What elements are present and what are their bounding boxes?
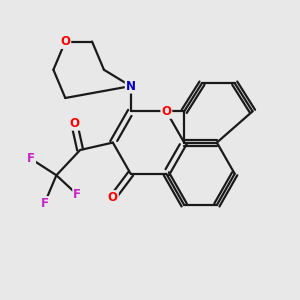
Text: O: O — [69, 117, 79, 130]
Text: O: O — [161, 105, 171, 118]
Text: O: O — [60, 35, 70, 48]
Text: N: N — [126, 80, 136, 93]
Text: F: F — [27, 152, 35, 165]
Text: F: F — [73, 188, 81, 201]
Text: O: O — [108, 191, 118, 204]
Text: F: F — [40, 197, 49, 210]
